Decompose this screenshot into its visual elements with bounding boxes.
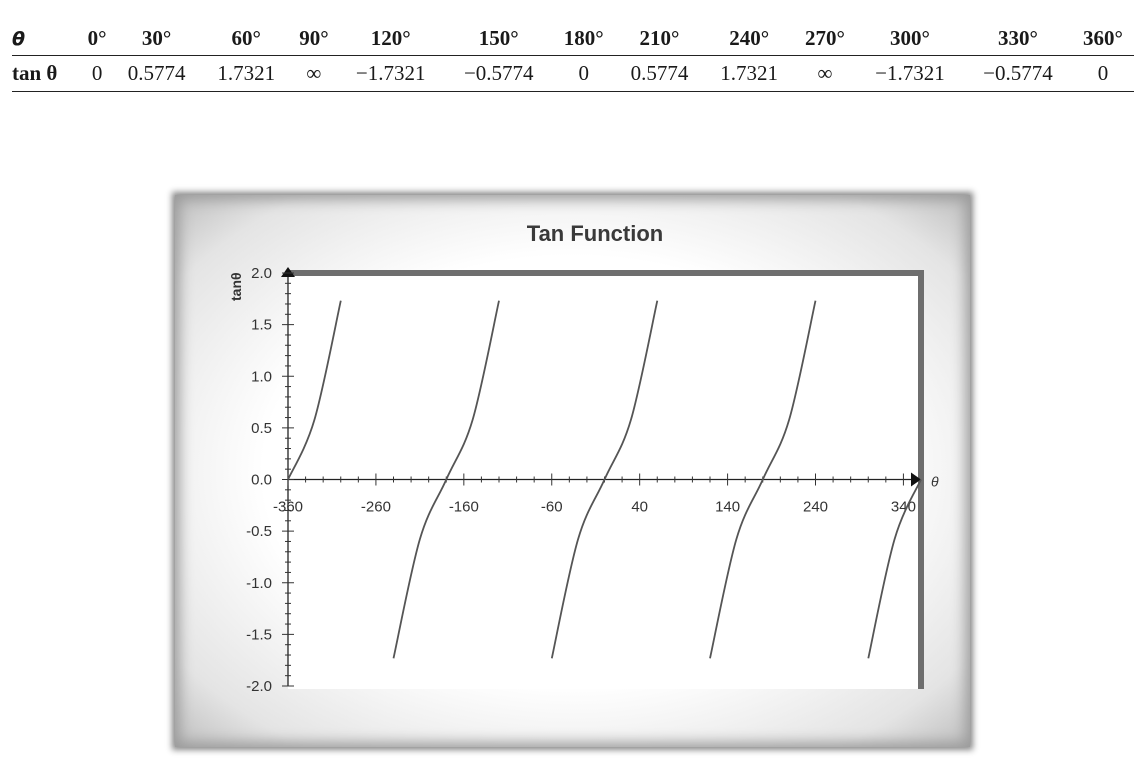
header-cell: 60° <box>201 22 292 56</box>
x-axis-arrow <box>911 472 921 487</box>
table-header-row: θ 0° 30° 60° 90° 120° 150° 180° 210° 240… <box>12 22 1134 56</box>
tan-branch-line <box>867 479 922 659</box>
x-axis-title: θ <box>931 474 939 490</box>
value-cell: −0.5774 <box>444 55 553 92</box>
value-cell: 0.5774 <box>111 55 202 92</box>
value-cell: 0 <box>82 55 112 92</box>
x-tick-label: -360 <box>273 499 303 516</box>
y-tick-label: 2.0 <box>251 265 272 282</box>
y-axis-title: tanθ <box>228 272 244 301</box>
chart-title: Tan Function <box>527 221 663 246</box>
value-cell: −1.7321 <box>336 55 445 92</box>
y-tick-label: 1.5 <box>251 317 272 334</box>
header-cell: 180° <box>552 22 615 56</box>
header-cell: 300° <box>855 22 964 56</box>
row-label-tan-theta: tan θ <box>12 55 83 92</box>
value-cell: ∞ <box>793 55 856 92</box>
header-cell: 270° <box>793 22 856 56</box>
y-tick-label: 0.5 <box>251 420 272 437</box>
y-tick-label: 0.0 <box>251 472 272 489</box>
value-cell: 0.5774 <box>614 55 705 92</box>
value-cell: −0.5774 <box>963 55 1072 92</box>
header-cell: 330° <box>963 22 1072 56</box>
tan-chart: Tan Function 2.0 1.5 1.0 0.5 0.0 -0.5 -1.0 -1.5… <box>228 221 939 695</box>
x-tick-label: 240 <box>803 499 828 516</box>
y-tick-label: -2.0 <box>246 678 272 695</box>
header-cell: 360° <box>1071 22 1134 56</box>
tan-branch-line <box>550 300 659 659</box>
y-axis-arrow <box>281 267 295 277</box>
x-tick-label: -260 <box>361 499 391 516</box>
x-tick-label: -160 <box>449 499 479 516</box>
tan-curve <box>287 300 922 659</box>
plot-border <box>288 270 924 689</box>
value-cell: −1.7321 <box>855 55 964 92</box>
header-cell: 240° <box>704 22 794 56</box>
header-cell: 210° <box>614 22 705 56</box>
tan-values-table: θ 0° 30° 60° 90° 120° 150° 180° 210° 240… <box>12 22 1134 92</box>
value-cell: 0 <box>1071 55 1134 92</box>
tan-branch-line <box>709 300 817 659</box>
value-cell: 1.7321 <box>201 55 292 92</box>
x-tick-label: 40 <box>631 499 648 516</box>
tan-branch-line <box>392 300 500 659</box>
x-tick-label: -60 <box>541 499 563 516</box>
header-theta-label: θ <box>12 22 83 56</box>
value-cell: 0 <box>552 55 615 92</box>
value-cell: ∞ <box>291 55 337 92</box>
header-cell: 120° <box>336 22 445 56</box>
table-values-row: tan θ 0 0.5774 1.7321 ∞ −1.7321 −0.5774 … <box>12 55 1134 92</box>
y-tick-label: -1.5 <box>246 626 272 643</box>
header-cell: 0° <box>82 22 112 56</box>
header-cell: 150° <box>444 22 553 56</box>
y-tick-label: 1.0 <box>251 368 272 385</box>
x-tick-label: 140 <box>715 499 740 516</box>
header-cell: 30° <box>111 22 202 56</box>
y-tick-label: -1.0 <box>246 575 272 592</box>
tan-branch-line <box>287 300 342 480</box>
chart-frame: Tan Function 2.0 1.5 1.0 0.5 0.0 -0.5 -1.0 -1.5… <box>175 195 970 747</box>
header-cell: 90° <box>291 22 337 56</box>
y-tick-label: -0.5 <box>246 523 272 540</box>
value-cell: 1.7321 <box>704 55 794 92</box>
